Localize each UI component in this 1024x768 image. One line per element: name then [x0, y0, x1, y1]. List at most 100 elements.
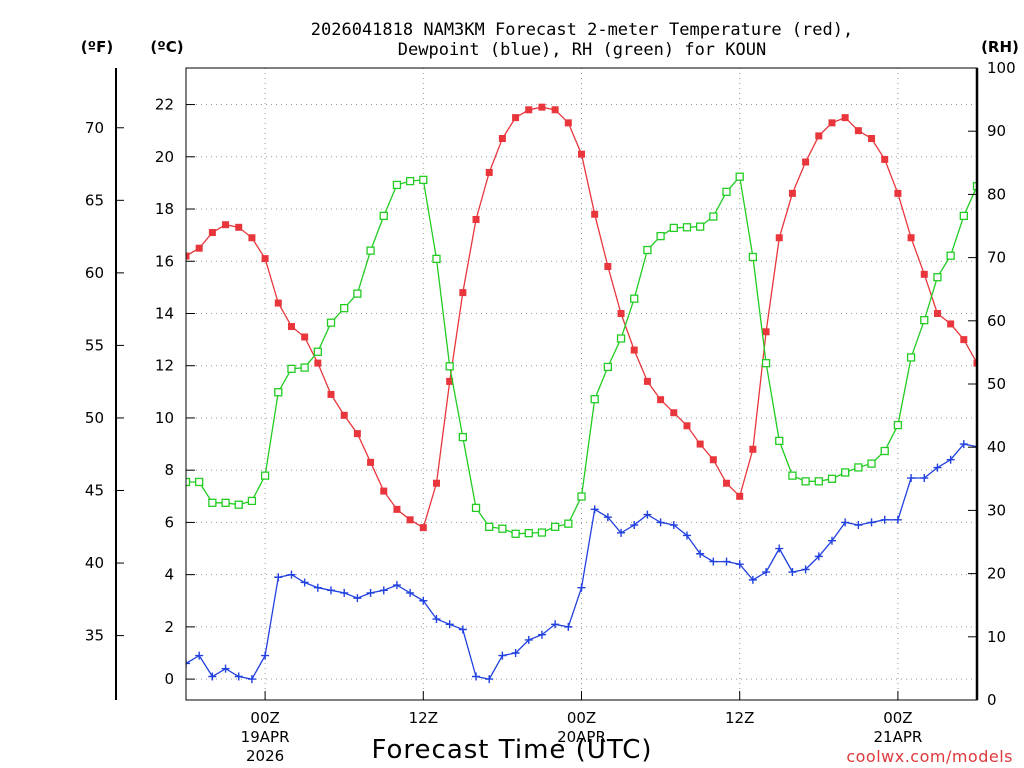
celsius-tick-label: 16 [155, 252, 174, 270]
dewpoint-point [959, 440, 968, 449]
temperature-point [432, 479, 440, 487]
temperature-point [235, 223, 243, 231]
rh-point [432, 254, 441, 264]
dewpoint-point [300, 578, 309, 587]
temperature-point [696, 440, 704, 448]
dewpoint-point [775, 544, 784, 553]
rh-point [260, 471, 270, 480]
fahrenheit-tick-label: 70 [85, 119, 104, 137]
rh-point [537, 528, 547, 537]
rh-point [669, 223, 678, 233]
rh-tick-label: 50 [987, 375, 1006, 393]
temperature-point [274, 299, 282, 307]
dewpoint-point [603, 513, 612, 522]
rh-point [419, 175, 428, 185]
rh-point [458, 432, 468, 442]
dewpoint-point [630, 521, 639, 530]
temperature-point [788, 189, 796, 197]
series-line [186, 106, 977, 529]
celsius-tick-label: 4 [164, 566, 174, 584]
rh-point [379, 211, 388, 221]
fahrenheit-tick-label: 50 [85, 409, 104, 427]
temperature-point [380, 487, 388, 495]
dewpoint-point [880, 515, 889, 524]
rh-point [933, 273, 942, 282]
dewpoint-point [827, 536, 836, 545]
dewpoint-point [577, 583, 586, 592]
temperature-point [841, 114, 849, 122]
celsius-tick-label: 10 [155, 409, 174, 427]
rh-tick-label: 10 [987, 628, 1006, 646]
celsius-unit-label: (ºC) [150, 38, 183, 56]
dewpoint-point [327, 586, 336, 595]
rh-point [366, 246, 375, 255]
rh-point [801, 477, 810, 486]
dewpoint-point [748, 575, 757, 584]
celsius-tick-label: 12 [155, 357, 174, 375]
rh-point [854, 463, 863, 472]
series-line [186, 443, 977, 680]
dewpoint-point [406, 588, 415, 597]
temperature-point [815, 132, 823, 140]
rh-point [761, 358, 771, 368]
dewpoint-point [801, 565, 810, 574]
temperature-point [947, 320, 955, 328]
dewpoint-point [537, 630, 546, 639]
dewpoint-point [669, 521, 678, 530]
grid [186, 68, 977, 700]
temperature-point [208, 229, 216, 237]
rh-point [550, 522, 560, 531]
rh-point [577, 492, 586, 501]
rh-tick-label: 90 [987, 122, 1006, 140]
dewpoint-point [485, 675, 494, 684]
rh-point [498, 524, 507, 533]
rh-point [195, 477, 204, 487]
dewpoint-point [564, 622, 573, 631]
rh-point [405, 176, 415, 186]
temperature-point [591, 210, 599, 218]
dewpoint-point [432, 615, 441, 624]
temperature-point [854, 127, 862, 135]
temperature-point [406, 516, 414, 524]
series-temperature [186, 103, 994, 532]
rh-tick-label: 80 [987, 185, 1006, 203]
dewpoint-point [617, 528, 626, 537]
rh-point [603, 362, 613, 372]
temperature-point [525, 106, 533, 114]
dewpoint-point [366, 588, 375, 597]
time-tick-year: 2026 [246, 747, 284, 765]
dewpoint-point [234, 672, 243, 681]
temperature-point [933, 309, 941, 317]
rh-point [972, 182, 977, 191]
fahrenheit-tick-label: 40 [85, 554, 104, 572]
series-dewpoint [186, 440, 977, 684]
dewpoint-point [656, 518, 665, 527]
temperature-point [987, 347, 994, 354]
series-rh [186, 172, 977, 538]
dewpoint-point [841, 518, 850, 527]
dewpoint-point [313, 583, 322, 592]
series-line [186, 175, 977, 535]
dewpoint-point [392, 581, 401, 590]
rh-tick-label: 70 [987, 249, 1006, 267]
x-axis-label: Forecast Time (UTC) [371, 735, 652, 765]
dewpoint-point [946, 455, 955, 464]
rh-point [959, 211, 968, 221]
rh-tick-label: 40 [987, 438, 1006, 456]
rh-tick-label: 60 [987, 312, 1006, 330]
rh-unit-label: (RH) [981, 38, 1019, 56]
rh-point [524, 529, 533, 538]
dewpoint-point [722, 557, 731, 566]
temperature-point [881, 155, 889, 163]
dewpoint-point [682, 531, 691, 540]
celsius-tick-label: 2 [164, 618, 174, 636]
rh-point [300, 363, 309, 372]
temperature-point [670, 409, 678, 417]
time-tick-hour: 12Z [725, 709, 754, 727]
celsius-tick-label: 18 [155, 200, 174, 218]
rh-point [313, 347, 322, 356]
temperature-point [894, 189, 902, 197]
dewpoint-point [221, 664, 230, 673]
axes-layer: 0 2 4 6 8 10 12 14 16 18 20 22 35 40 45 50 55 60 65 70 0 10 20… [85, 59, 1016, 765]
